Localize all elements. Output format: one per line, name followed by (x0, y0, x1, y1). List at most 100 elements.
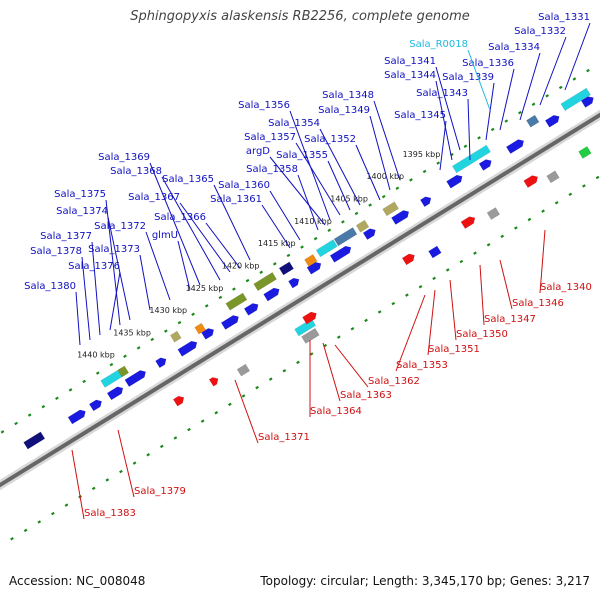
reverse-gene-label-leader (395, 294, 426, 372)
forward-gene-label-leader (91, 241, 101, 336)
forward-gene (362, 228, 376, 241)
forward-gene-label-leader (213, 184, 251, 261)
forward-gene-label: Sala_1348 (322, 90, 374, 101)
forward-gene (333, 227, 358, 247)
forward-gene (306, 261, 322, 275)
forward-gene (391, 210, 410, 225)
forward-gene-label-leader (179, 202, 231, 273)
forward-gene (100, 367, 126, 388)
reverse-gene (460, 216, 476, 230)
forward-gene (225, 292, 248, 311)
forward-gene-label-leader (269, 156, 326, 226)
forward-gene-label: Sala_1336 (462, 58, 514, 69)
forward-gene-label: Sala_1341 (384, 56, 436, 67)
reverse-gene-label-leader (449, 279, 457, 341)
forward-gene (253, 272, 277, 292)
forward-gene (201, 328, 215, 340)
reverse-gene-label-leader (479, 264, 485, 326)
forward-gene-label-leader (75, 291, 81, 346)
reverse-gene (208, 377, 219, 387)
forward-gene-label: Sala_1369 (98, 152, 150, 163)
reverse-gene (578, 146, 592, 159)
forward-gene (382, 201, 400, 217)
forward-gene-label-leader (105, 199, 121, 326)
forward-gene-label: Sala_1332 (514, 26, 566, 37)
tick-label: 1405 kbp (330, 195, 368, 204)
forward-gene (194, 322, 207, 335)
forward-gene-label-leader (319, 128, 361, 206)
forward-gene (124, 370, 146, 388)
forward-gene (478, 159, 492, 171)
reverse-gene-label: Sala_1362 (368, 376, 420, 387)
forward-gene-label-leader (327, 160, 351, 211)
forward-gene-label-leader (149, 162, 201, 286)
reverse-gene-label: Sala_1347 (484, 314, 536, 325)
forward-gene-label: Sala_1352 (304, 134, 356, 145)
tick-label: 1440 kbp (77, 351, 115, 360)
forward-gene (106, 386, 124, 401)
forward-gene-label-leader (467, 98, 471, 161)
forward-gene-label-leader (261, 204, 291, 249)
forward-gene-label-leader (369, 115, 391, 191)
forward-gene (169, 330, 182, 343)
forward-gene (446, 174, 463, 189)
forward-gene-label-leader (373, 100, 401, 181)
forward-gene-label: Sala_1343 (416, 88, 468, 99)
reverse-gene (486, 207, 501, 220)
genome-title: Sphingopyxis alaskensis RB2256, complete… (130, 9, 470, 24)
forward-gene-label-leader (205, 222, 241, 269)
reverse-gene (236, 363, 251, 377)
tick-label: 1410 kbp (294, 217, 332, 226)
forward-gene (117, 365, 130, 378)
forward-gene-label: Sala_1355 (276, 150, 328, 161)
forward-gene-label-leader (539, 36, 567, 106)
forward-gene-label: Sala_1331 (538, 12, 590, 23)
forward-gene (304, 254, 318, 267)
forward-gene-label-leader (564, 22, 591, 91)
reverse-gene-label: Sala_1351 (428, 344, 480, 355)
forward-gene (155, 357, 167, 369)
reverse-gene-label: Sala_1353 (396, 360, 448, 371)
forward-gene-label-leader (145, 231, 171, 301)
forward-gene-label-leader (109, 271, 121, 331)
reverse-gene-label-leader (71, 449, 85, 520)
forward-gene-label-leader (139, 254, 151, 311)
forward-gene-label-leader (107, 216, 131, 321)
forward-gene (560, 87, 591, 111)
forward-gene (526, 114, 540, 128)
reverse-gene-label-leader (334, 344, 369, 388)
reverse-gene (172, 395, 185, 407)
map-clip-group (0, 61, 600, 548)
forward-gene-label: Sala_1349 (318, 105, 370, 116)
reverse-gene-label: Sala_1340 (540, 282, 592, 293)
reverse-gene-label-leader (427, 289, 436, 356)
tick-label: 1420 kbp (222, 261, 260, 270)
reverse-gene-label-leader (117, 429, 135, 498)
reverse-gene-label: Sala_1350 (456, 329, 508, 340)
genome-backbone (0, 112, 600, 488)
reverse-gene-label: Sala_1346 (512, 298, 564, 309)
forward-gene-label-leader (269, 190, 301, 241)
forward-gene-label: Sala_1380 (24, 281, 76, 292)
forward-gene-label: Sala_1360 (218, 180, 270, 191)
forward-gene-label: Sala_1372 (94, 221, 146, 232)
reverse-gene (301, 327, 320, 344)
rna-gene-label: Sala_R0018 (409, 39, 468, 50)
forward-gene (315, 239, 338, 258)
forward-gene (177, 340, 198, 357)
forward-gene-label: Sala_1356 (238, 100, 290, 111)
tick-label: 1395 kbp (403, 150, 441, 159)
tick-label: 1430 kbp (149, 306, 187, 315)
forward-gene-label-leader (297, 174, 319, 231)
forward-gene-label: Sala_1374 (56, 206, 108, 217)
forward-gene-label: Sala_1357 (244, 132, 296, 143)
forward-gene-label: Sala_1366 (154, 212, 206, 223)
forward-gene (263, 287, 280, 302)
forward-gene-label: Sala_1361 (210, 194, 262, 205)
forward-gene-label-leader (499, 68, 515, 131)
forward-gene-label-leader (519, 52, 541, 121)
reverse-gene-label: Sala_1363 (340, 390, 392, 401)
reverse-gene (401, 253, 415, 266)
forward-gene (355, 219, 370, 233)
